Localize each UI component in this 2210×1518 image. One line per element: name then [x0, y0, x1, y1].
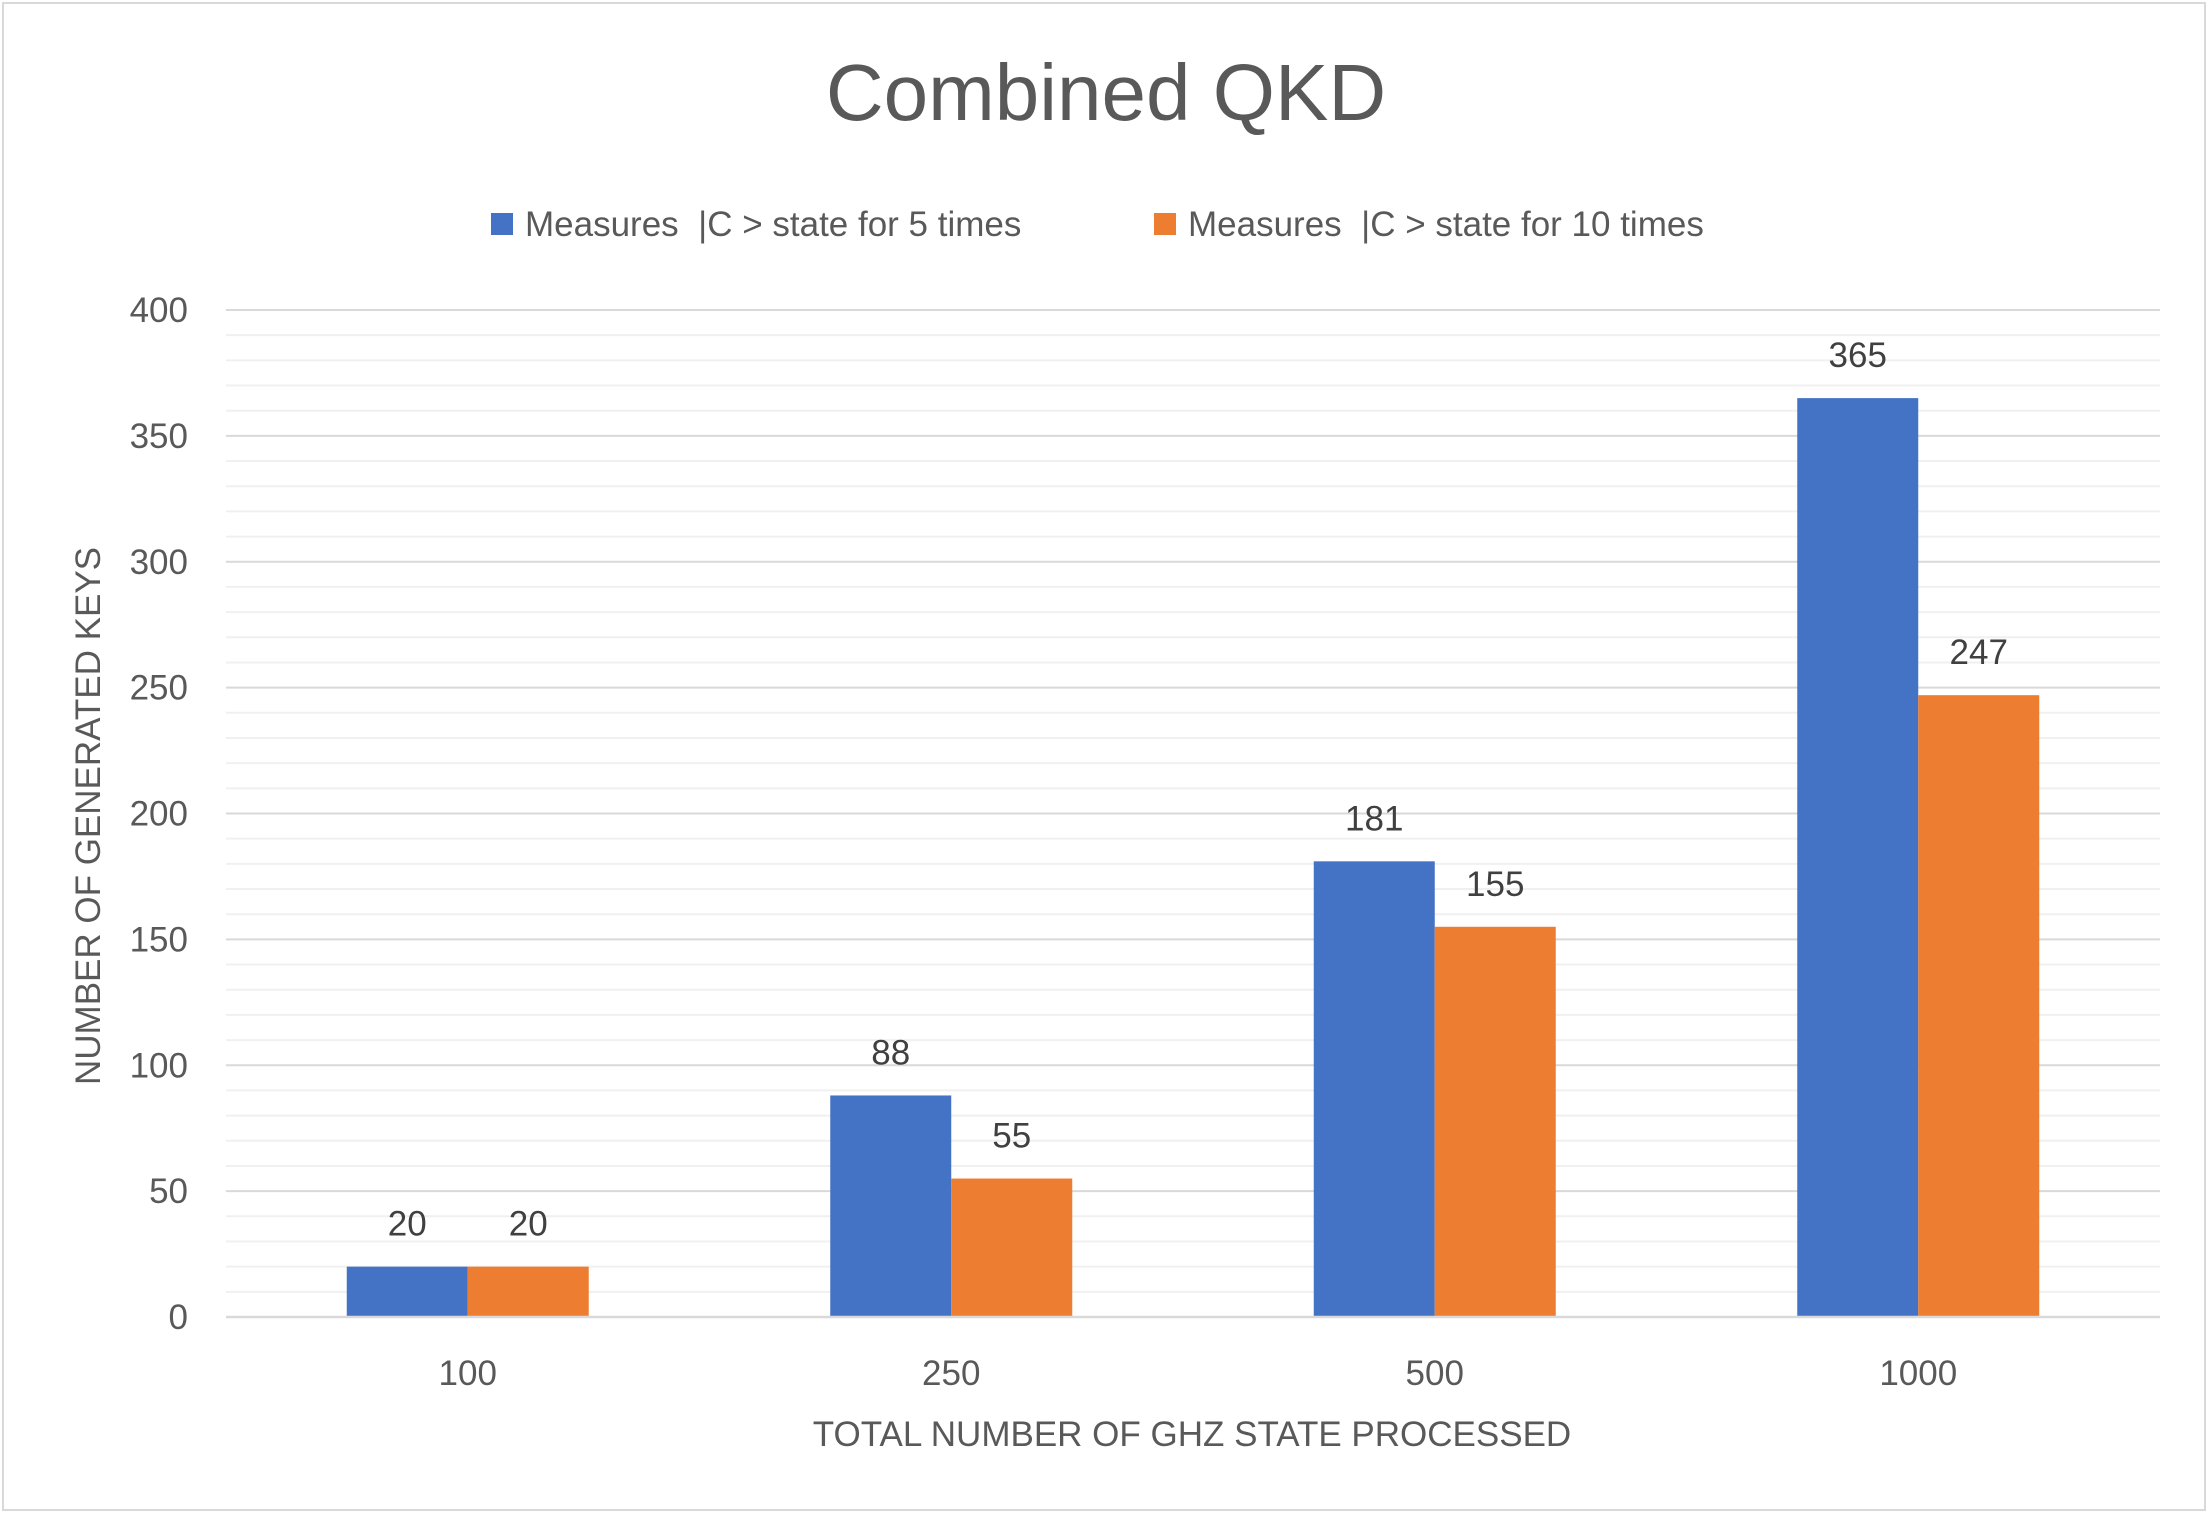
legend-swatch [491, 213, 513, 235]
x-tick-label: 500 [1406, 1354, 1464, 1393]
data-label: 20 [388, 1205, 427, 1244]
y-tick-label: 400 [130, 291, 188, 330]
data-label: 155 [1466, 865, 1524, 904]
bar [1313, 861, 1435, 1317]
legend: Measures |C > state for 5 times Measures … [491, 205, 1704, 244]
data-label: 20 [509, 1205, 548, 1244]
bars [346, 398, 2040, 1317]
y-tick-label: 100 [130, 1046, 188, 1085]
data-label: 181 [1345, 799, 1403, 838]
y-axis-title: NUMBER OF GENERATED KEYS [69, 547, 108, 1085]
bar [1797, 398, 1919, 1317]
legend-swatch [1154, 213, 1176, 235]
axes: 0 50 100 150 200 250 300 350 400 100 250 500 1000 [130, 291, 2160, 1393]
y-tick-label: 350 [130, 417, 188, 456]
y-tick-label: 50 [149, 1172, 188, 1211]
data-label: 247 [1950, 633, 2008, 672]
bar [830, 1095, 952, 1317]
bar [1434, 926, 1556, 1317]
x-tick-label: 250 [922, 1354, 980, 1393]
bar [1918, 695, 2040, 1317]
legend-label: Measures |C > state for 5 times [525, 205, 1021, 244]
x-axis-title: TOTAL NUMBER OF GHZ STATE PROCESSED [813, 1415, 1571, 1454]
y-tick-label: 150 [130, 920, 188, 959]
bar-chart: 20 20 88 55 181 155 365 247 0 50 100 150 200 250 300 3… [69, 48, 2160, 1454]
x-tick-label: 100 [439, 1354, 497, 1393]
chart-title: Combined QKD [826, 48, 1386, 137]
x-tick-label: 1000 [1879, 1354, 1957, 1393]
y-tick-label: 250 [130, 669, 188, 708]
y-tick-label: 300 [130, 543, 188, 582]
data-label: 365 [1829, 336, 1887, 375]
data-label: 55 [992, 1117, 1031, 1156]
y-tick-label: 0 [169, 1298, 188, 1337]
bar [951, 1178, 1073, 1317]
bar [346, 1266, 468, 1317]
y-tick-label: 200 [130, 795, 188, 834]
data-label: 88 [871, 1033, 910, 1072]
data-labels: 20 20 88 55 181 155 365 247 [388, 336, 2008, 1244]
legend-label: Measures |C > state for 10 times [1188, 205, 1704, 244]
bar [467, 1266, 589, 1317]
